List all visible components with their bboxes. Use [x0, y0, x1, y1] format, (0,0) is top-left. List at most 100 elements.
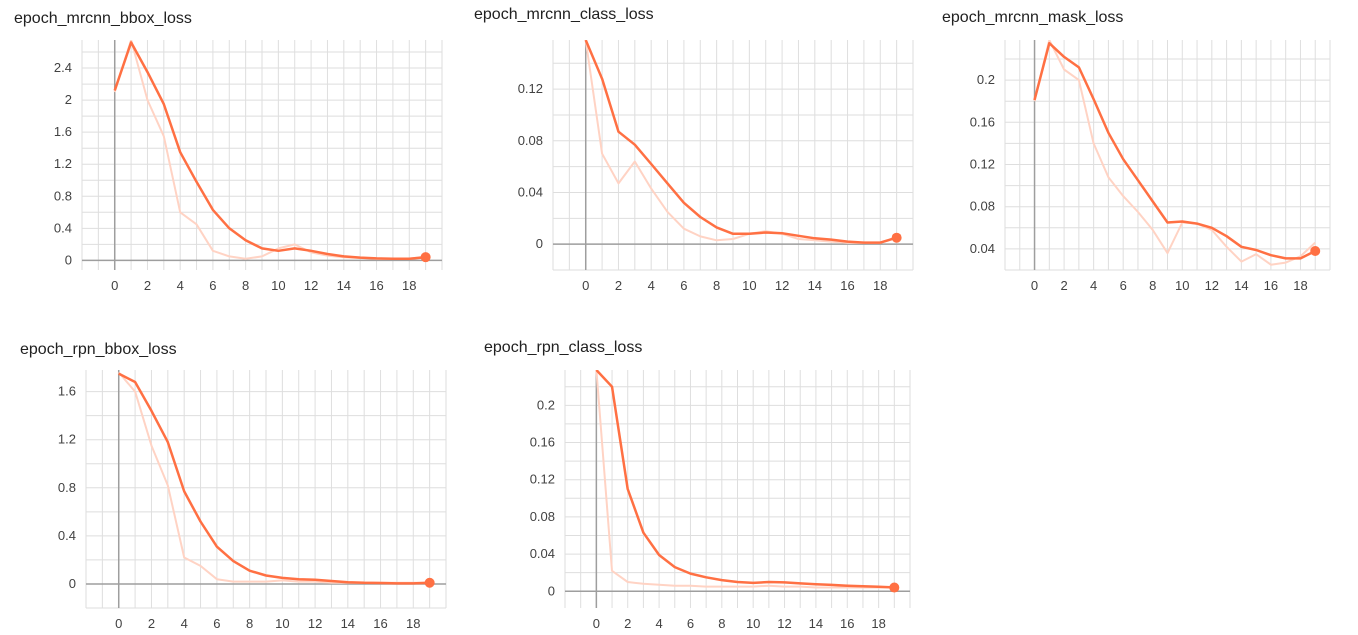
- chart-title: epoch_rpn_bbox_loss: [20, 341, 177, 358]
- grid: [85, 370, 447, 609]
- x-tick-label: 0: [1031, 278, 1038, 293]
- x-tick-label: 6: [1120, 278, 1127, 293]
- y-tick-label: 0.12: [970, 156, 995, 171]
- x-tick-label: 8: [1149, 278, 1156, 293]
- x-tick-label: 16: [840, 278, 854, 293]
- y-tick-label: 0.4: [58, 528, 76, 543]
- y-tick-label: 0.08: [530, 509, 555, 524]
- x-tick-label: 18: [402, 278, 416, 293]
- x-tick-label: 12: [308, 616, 322, 631]
- x-tick-label: 10: [742, 278, 756, 293]
- y-tick-label: 0: [65, 252, 72, 267]
- x-tick-label: 12: [1205, 278, 1219, 293]
- chart-title: epoch_mrcnn_mask_loss: [942, 9, 1124, 26]
- x-tick-label: 16: [373, 616, 387, 631]
- chart-rpn-bbox-loss[interactable]: 0 0.4 0.8 1.2 1.6 0 2 4 6 8 10 12 14 16 18: [58, 370, 447, 635]
- x-tick-label: 4: [181, 616, 188, 631]
- smoothed-series-line: [113, 41, 426, 261]
- y-tick-label: 0.8: [58, 480, 76, 495]
- raw-series-line: [113, 40, 426, 260]
- last-point-marker[interactable]: [889, 582, 900, 593]
- chart-rpn-class-loss[interactable]: 0 0.04 0.08 0.12 0.16 0.2 0 2 4 6 8 10 12 14 16 18: [530, 370, 925, 635]
- x-tick-label: 4: [1090, 278, 1097, 293]
- x-tick-label: 0: [582, 278, 589, 293]
- x-tick-label: 2: [624, 616, 631, 631]
- last-point-marker[interactable]: [1310, 246, 1321, 257]
- chart-mrcnn-bbox-loss[interactable]: 0 0.4 0.8 1.2 1.6 2 2.4 0 2 4 6 8 10 12 14 16 18: [54, 40, 443, 300]
- x-tick-label: 6: [687, 616, 694, 631]
- smoothed-series-line: [584, 40, 897, 244]
- y-tick-label: 0.2: [977, 72, 995, 87]
- x-tick-label: 18: [406, 616, 420, 631]
- grid: [552, 40, 914, 271]
- raw-series-line: [584, 40, 897, 244]
- x-tick-label: 2: [1060, 278, 1067, 293]
- x-tick-label: 12: [775, 278, 789, 293]
- y-tick-label: 0.2: [537, 397, 555, 412]
- raw-series-line: [117, 371, 430, 584]
- x-tick-label: 14: [337, 278, 351, 293]
- x-tick-label: 14: [808, 278, 822, 293]
- x-tick-label: 10: [275, 616, 289, 631]
- last-point-marker[interactable]: [891, 232, 902, 243]
- x-tick-label: 6: [680, 278, 687, 293]
- x-tick-label: 8: [242, 278, 249, 293]
- chart-title: epoch_mrcnn_class_loss: [474, 6, 654, 23]
- y-tick-label: 0: [548, 583, 555, 598]
- x-tick-label: 8: [246, 616, 253, 631]
- y-tick-label: 0.12: [518, 81, 543, 96]
- raw-series-line: [1033, 40, 1316, 266]
- series-group: [584, 40, 897, 244]
- smoothed-series-line: [118, 372, 430, 585]
- grid: [81, 40, 443, 270]
- last-point-marker[interactable]: [424, 577, 435, 588]
- smoothed-series-line: [1033, 41, 1316, 260]
- series-group: [113, 40, 426, 261]
- x-tick-label: 14: [1234, 278, 1248, 293]
- x-tick-label: 10: [271, 278, 285, 293]
- x-tick-label: 12: [304, 278, 318, 293]
- y-tick-label: 0.08: [518, 133, 543, 148]
- x-tick-label: 18: [1293, 278, 1307, 293]
- x-tick-label: 18: [871, 616, 885, 631]
- raw-series-line: [595, 370, 895, 589]
- x-tick-label: 2: [615, 278, 622, 293]
- y-tick-label: 0: [536, 236, 543, 251]
- x-tick-label: 6: [209, 278, 216, 293]
- y-tick-label: 0.04: [530, 546, 555, 561]
- x-tick-label: 0: [111, 278, 118, 293]
- y-tick-label: 0.12: [530, 472, 555, 487]
- y-tick-label: 2: [65, 92, 72, 107]
- series-group: [117, 371, 430, 585]
- y-tick-label: 0.8: [54, 188, 72, 203]
- chart-title: epoch_rpn_class_loss: [484, 339, 643, 356]
- x-tick-label: 10: [1175, 278, 1189, 293]
- x-tick-label: 8: [718, 616, 725, 631]
- x-tick-label: 2: [148, 616, 155, 631]
- x-tick-label: 12: [777, 616, 791, 631]
- y-tick-label: 1.2: [54, 156, 72, 171]
- x-tick-label: 4: [648, 278, 655, 293]
- y-tick-label: 1.6: [54, 124, 72, 139]
- x-tick-label: 4: [655, 616, 662, 631]
- x-tick-label: 16: [840, 616, 854, 631]
- y-tick-label: 0.04: [518, 184, 543, 199]
- x-tick-label: 8: [713, 278, 720, 293]
- x-tick-label: 2: [144, 278, 151, 293]
- x-tick-label: 6: [213, 616, 220, 631]
- x-tick-label: 0: [115, 616, 122, 631]
- y-tick-label: 2.4: [54, 60, 72, 75]
- y-tick-label: 0.16: [530, 435, 555, 450]
- series-group: [595, 370, 895, 589]
- x-tick-label: 16: [1264, 278, 1278, 293]
- series-group: [1033, 40, 1316, 266]
- chart-mrcnn-mask-loss[interactable]: 0.04 0.08 0.12 0.16 0.2 0 2 4 6 8 10 12 14 16 18: [970, 40, 1358, 300]
- x-tick-label: 14: [341, 616, 355, 631]
- last-point-marker[interactable]: [420, 252, 431, 263]
- x-tick-label: 4: [177, 278, 184, 293]
- x-tick-label: 0: [593, 616, 600, 631]
- y-tick-label: 1.2: [58, 432, 76, 447]
- x-tick-label: 18: [873, 278, 887, 293]
- chart-title: epoch_mrcnn_bbox_loss: [14, 10, 192, 27]
- chart-mrcnn-class-loss[interactable]: 0 0.04 0.08 0.12 0 2 4 6 8 10 12 14 16 18: [518, 40, 914, 300]
